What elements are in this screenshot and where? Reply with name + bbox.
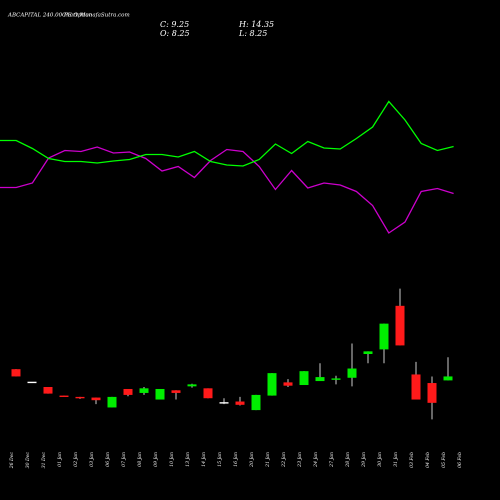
chart-title: ABCAPITAL 240.00 PE Option [7, 13, 93, 19]
candle-body [443, 376, 453, 381]
x-tick-label: 02 Jan [73, 452, 79, 467]
candle-body [11, 369, 21, 377]
candle-body [411, 374, 421, 400]
candle [347, 343, 357, 387]
candle [379, 323, 389, 364]
candle-body [27, 381, 37, 384]
candle [331, 375, 341, 385]
candle [139, 387, 149, 395]
candle [267, 373, 277, 396]
chart-subtitle: Chart MunafaSutra.com [62, 13, 130, 19]
candle-body [123, 388, 133, 395]
candle [411, 361, 421, 400]
x-tick-label: 07 Jan [121, 452, 127, 467]
candle [219, 398, 229, 405]
candle [59, 395, 69, 397]
x-tick-label: 22 Jan [281, 452, 287, 468]
x-tick-label: 28 Jan [345, 452, 351, 468]
candle-body [219, 402, 229, 404]
candle [427, 376, 437, 420]
indicator-lines [0, 100, 454, 234]
candle-body [299, 371, 309, 386]
candle [235, 396, 245, 406]
candle [171, 390, 181, 400]
x-tick-label: 31 Jan [393, 452, 399, 467]
magenta-indicator-line [0, 146, 454, 234]
x-tick-label: 01 Jan [57, 452, 63, 467]
open-label: O: 8.25 [160, 29, 190, 38]
candle-body [43, 387, 53, 394]
candle [27, 381, 37, 384]
x-tick-label: 23 Jan [297, 452, 303, 468]
candle [443, 357, 453, 381]
candle [123, 388, 133, 397]
candle [395, 288, 405, 346]
candle-body [91, 397, 101, 401]
candle [75, 396, 85, 399]
x-tick-label: 16 Jan [233, 452, 239, 467]
candle [299, 371, 309, 386]
candle-body [235, 401, 245, 405]
candle-body [139, 388, 149, 393]
candles-group [11, 288, 453, 420]
close-label: C: 9.25 [160, 20, 189, 29]
x-tick-label: 20 Jan [249, 452, 255, 468]
candle-body [331, 378, 341, 380]
candle [283, 379, 293, 387]
candle-body [283, 382, 293, 386]
x-tick-label: 10 Jan [169, 452, 175, 467]
candle [43, 387, 53, 394]
candle-body [315, 377, 325, 382]
green-indicator-line [0, 100, 454, 167]
x-tick-label: 14 Jan [201, 452, 207, 467]
candle-body [107, 396, 117, 408]
candle-body [427, 383, 437, 403]
x-tick-label: 08 Jan [137, 452, 143, 467]
candle-body [347, 368, 357, 378]
candle [363, 351, 373, 364]
x-tick-label: 13 Jan [185, 452, 191, 467]
candle [251, 394, 261, 411]
x-tick-label: 30 Jan [377, 452, 383, 467]
candle [315, 363, 325, 382]
x-tick-label: 31 Dec [41, 452, 47, 469]
x-tick-label: 24 Jan [313, 452, 319, 468]
x-tick-label: 15 Jan [217, 452, 223, 467]
candle [203, 388, 213, 399]
candle [107, 396, 117, 408]
candle [155, 388, 165, 400]
candle-body [171, 390, 181, 393]
x-tick-label: 26 Dec [9, 452, 15, 470]
candle-body [251, 394, 261, 411]
candle-body [155, 388, 165, 400]
candle-body [203, 388, 213, 399]
x-tick-label: 04 Feb [425, 452, 431, 468]
candle-body [75, 396, 85, 399]
high-label: H: 14.35 [238, 20, 274, 29]
candle-body [187, 384, 197, 387]
candle-body [363, 351, 373, 354]
x-tick-label: 09 Jan [153, 452, 159, 467]
x-tick-label: 29 Jan [361, 452, 367, 468]
candle [91, 397, 101, 405]
candle-body [267, 373, 277, 396]
candle-body [379, 323, 389, 350]
x-tick-label: 06 Feb [457, 452, 463, 468]
x-tick-label: 21 Jan [265, 452, 271, 468]
candle-body [59, 395, 69, 397]
low-label: L: 8.25 [238, 29, 267, 38]
x-tick-label: 27 Jan [329, 452, 335, 468]
x-tick-label: 03 Jan [89, 452, 95, 467]
x-axis-ticks: 26 Dec 30 Dec 31 Dec 01 Jan 02 Jan 03 Jan 06 J… [9, 452, 463, 470]
candle [11, 369, 21, 377]
x-tick-label: 05 Feb [441, 452, 447, 468]
x-tick-label: 06 Jan [105, 452, 111, 467]
candle [187, 383, 197, 388]
x-tick-label: 03 Feb [409, 452, 415, 468]
x-tick-label: 30 Dec [25, 452, 31, 469]
candle-body [395, 305, 405, 346]
